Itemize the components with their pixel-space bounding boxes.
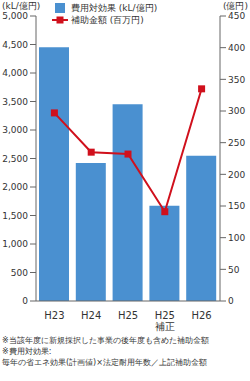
svg-text:300: 300 (228, 106, 242, 116)
svg-text:H26: H26 (191, 310, 211, 321)
svg-text:3,000: 3,000 (8, 125, 28, 135)
svg-text:100: 100 (228, 233, 242, 243)
svg-text:5,000: 5,000 (8, 11, 28, 21)
svg-text:0: 0 (228, 296, 234, 306)
svg-text:H23: H23 (44, 310, 64, 321)
svg-text:1,000: 1,000 (8, 239, 28, 249)
html-text:(億円): (億円) (223, 1, 248, 11)
svg-text:400: 400 (228, 43, 242, 53)
svg-text:4,000: 4,000 (8, 68, 28, 78)
svg-text:4,500: 4,500 (8, 40, 28, 50)
svg-text:2,500: 2,500 (8, 154, 28, 164)
html-text:毎年の省エネ効果(計画値)×法定耐用年数／上記補助金額: 毎年の省エネ効果(計画値)×法定耐用年数／上記補助金額 (2, 358, 207, 367)
svg-text:200: 200 (228, 170, 242, 180)
svg-text:50: 50 (228, 265, 240, 275)
svg-text:H25補正: H25補正 (155, 310, 175, 332)
html-text:費用対効果 (kL/億円): 費用対効果 (kL/億円) (71, 2, 158, 13)
svg-text:150: 150 (228, 201, 242, 211)
html-text:(kL/億円): (kL/億円) (2, 1, 41, 11)
svg-text:3,500: 3,500 (8, 97, 28, 107)
html-text:補助金額 (百万円): 補助金額 (百万円) (71, 14, 144, 25)
svg-text:2,000: 2,000 (8, 182, 28, 192)
svg-text:500: 500 (11, 268, 28, 278)
html-text:※費用対効果:: ※費用対効果: (2, 347, 52, 356)
svg-text:350: 350 (228, 75, 242, 85)
svg-text:250: 250 (228, 138, 242, 148)
svg-text:H24: H24 (81, 310, 101, 321)
svg-text:0: 0 (22, 296, 28, 306)
svg-text:450: 450 (228, 11, 242, 21)
svg-text:1,500: 1,500 (8, 211, 28, 221)
html-text:※当該年度に新規採択した事業の後年度も含めた補助金額: ※当該年度に新規採択した事業の後年度も含めた補助金額 (2, 336, 209, 345)
svg-text:H25: H25 (118, 310, 138, 321)
